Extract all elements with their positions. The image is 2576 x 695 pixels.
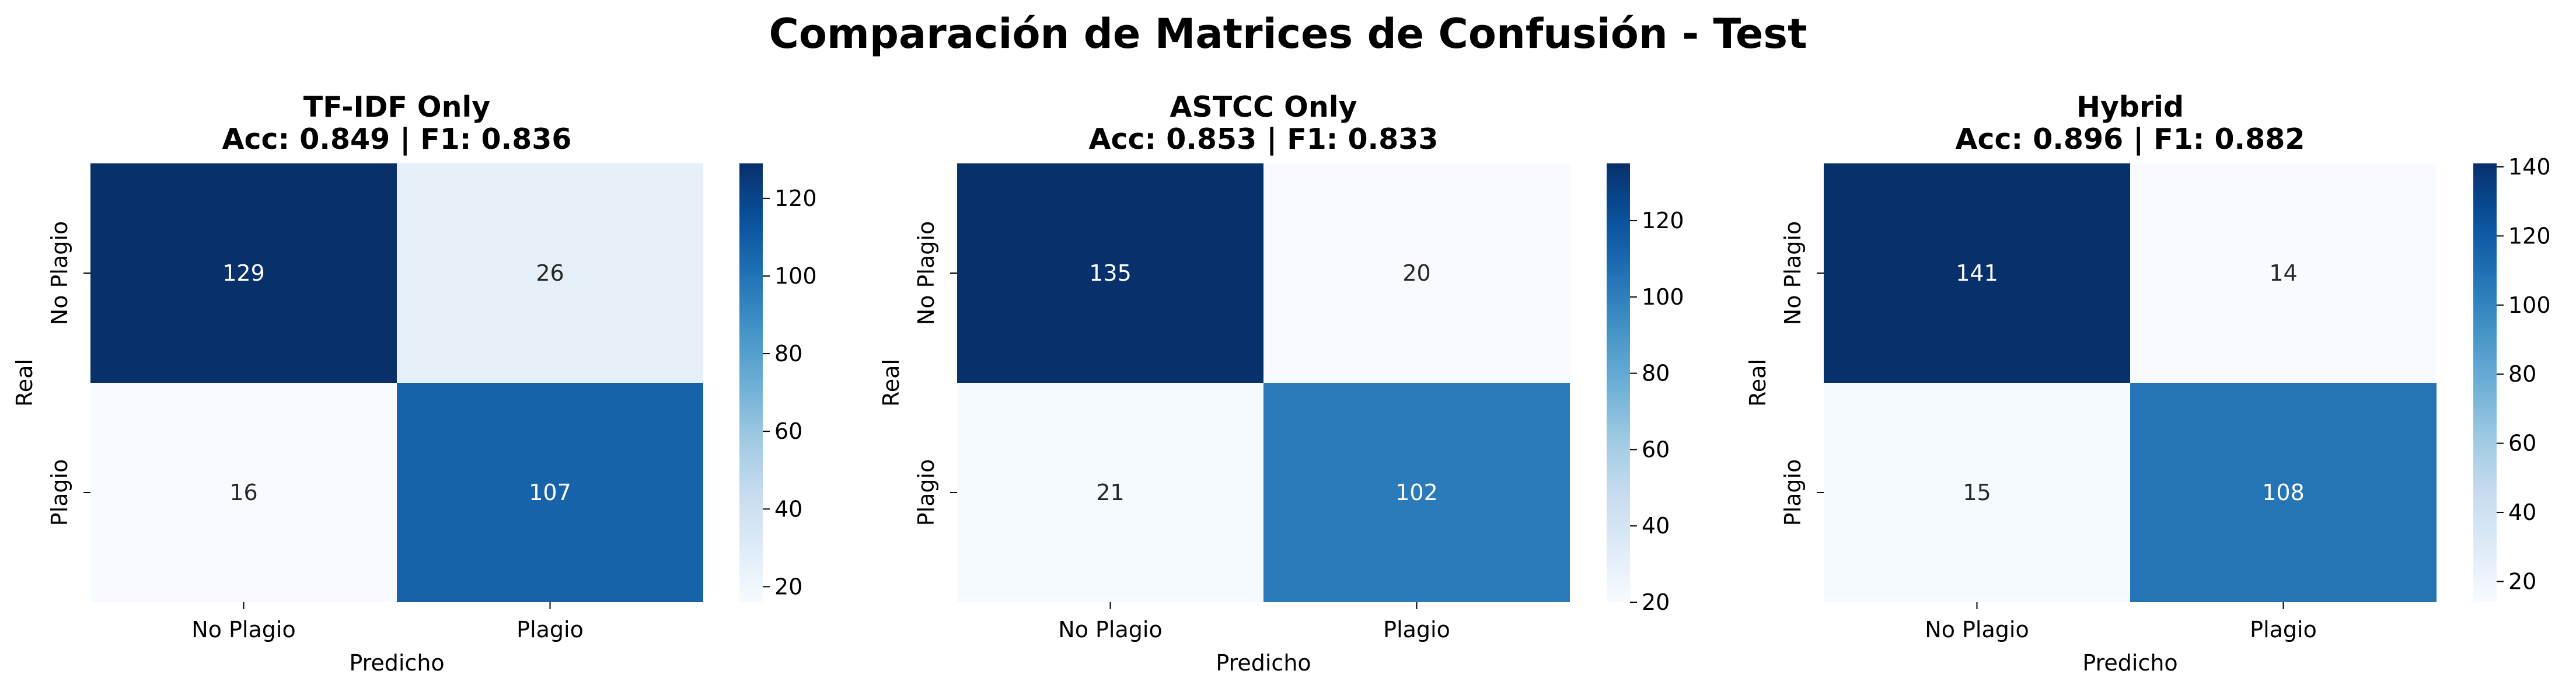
panel-3-x-tick-label-0: No Plagio: [1925, 617, 2029, 642]
panel-1-y-axis-label: Real: [12, 359, 37, 407]
panel-3-y-tick-label-0: No Plagio: [1780, 221, 1806, 325]
panel-2-x-tick-label-0: No Plagio: [1058, 617, 1162, 642]
panel-3-cell-r0-c0: [1824, 163, 2130, 383]
panel-3-cell-label-r0-c1: 14: [2269, 260, 2297, 286]
panel-1-x-tick-label-0: No Plagio: [191, 617, 295, 642]
panel-1-colorbar: [739, 163, 763, 602]
panel-3-colorbar-tick-label-4: 100: [2508, 292, 2551, 318]
panel-2-colorbar-tick-label-0: 20: [1642, 589, 1670, 615]
panel-2-colorbar-tick-label-4: 100: [1642, 284, 1684, 310]
panel-1-y-tick-label-0: No Plagio: [47, 221, 72, 325]
panel-2-cell-label-r0-c0: 135: [1089, 260, 1132, 286]
panel-1-cell-r1-c0: [90, 383, 397, 602]
panel-3-y-tick-label-1: Plagio: [1780, 459, 1806, 526]
panel-3-x-tick-label-1: Plagio: [2250, 617, 2317, 642]
panel-3-cell-r1-c0: [1824, 383, 2130, 602]
panel-3-subtitle: Acc: 0.896 | F1: 0.882: [1956, 123, 2305, 156]
panel-1-cell-r0-c0: [90, 163, 397, 383]
panel-2-x-axis-label: Predicho: [1216, 650, 1311, 676]
panel-3-colorbar-tick-label-6: 140: [2508, 154, 2551, 180]
panel-3-cell-label-r1-c0: 15: [1963, 480, 1991, 505]
panel-2-colorbar-tick-label-2: 60: [1642, 436, 1670, 462]
panel-2-cell-label-r1-c0: 21: [1096, 480, 1124, 505]
panel-3-colorbar-tick-label-5: 120: [2508, 223, 2551, 249]
panel-2-cell-r0-c0: [957, 163, 1263, 383]
panel-1-y-tick-label-1: Plagio: [47, 459, 72, 526]
panel-2-subtitle: Acc: 0.853 | F1: 0.833: [1089, 123, 1439, 156]
panel-3-colorbar-tick-label-3: 80: [2508, 361, 2536, 387]
panel-1-colorbar-tick-label-3: 80: [774, 341, 802, 366]
panel-2-y-tick-label-0: No Plagio: [913, 221, 939, 325]
panel-3-cell-label-r0-c0: 141: [1956, 260, 1998, 286]
panel-1-colorbar-tick-label-2: 60: [774, 418, 802, 444]
panel-1-colorbar-tick-label-5: 120: [774, 186, 817, 211]
panel-3-cell-label-r1-c1: 108: [2262, 480, 2305, 505]
panel-1-cell-label-r0-c0: 129: [222, 260, 265, 286]
panel-2-colorbar: [1607, 163, 1630, 602]
panel-3-cell-r1-c1: [2130, 383, 2437, 602]
panel-1-cell-r0-c1: [397, 163, 703, 383]
panel-2-colorbar-tick-label-3: 80: [1642, 361, 1670, 386]
panel-2-title: ASTCC Only: [1170, 90, 1357, 124]
panel-1-subtitle: Acc: 0.849 | F1: 0.836: [222, 123, 572, 156]
panel-1-cell-label-r0-c1: 26: [536, 260, 564, 286]
panel-2-colorbar-tick-label-5: 120: [1642, 208, 1684, 233]
panel-2-cell-r1-c1: [1263, 383, 1570, 602]
panel-2-y-tick-label-1: Plagio: [913, 459, 939, 526]
panel-1-colorbar-tick-label-4: 100: [774, 263, 817, 289]
panel-1-cell-r1-c1: [397, 383, 703, 602]
panel-2-colorbar-tick-label-1: 40: [1642, 513, 1670, 539]
panel-2-cell-r0-c1: [1263, 163, 1570, 383]
panel-2-x-tick-label-1: Plagio: [1383, 617, 1450, 642]
panel-2-cell-r1-c0: [957, 383, 1263, 602]
panel-1-title: TF-IDF Only: [303, 90, 490, 124]
panel-2-cell-label-r0-c1: 20: [1402, 260, 1430, 286]
panel-3-y-axis-label: Real: [1745, 359, 1771, 407]
panel-1-x-axis-label: Predicho: [349, 650, 444, 676]
panel-3-title: Hybrid: [2076, 90, 2184, 124]
panel-2-cell-label-r1-c1: 102: [1395, 480, 1438, 505]
panel-3-colorbar-tick-label-2: 60: [2508, 431, 2536, 456]
panel-3-colorbar-tick-label-1: 40: [2508, 500, 2536, 525]
panel-2-y-axis-label: Real: [878, 359, 904, 407]
panel-1-x-tick-label-1: Plagio: [516, 617, 584, 642]
panel-1-colorbar-tick-label-1: 40: [774, 496, 802, 522]
panel-3-colorbar: [2473, 163, 2497, 602]
figure-suptitle: Comparación de Matrices de Confusión - T…: [769, 10, 1807, 58]
panel-1-cell-label-r1-c0: 16: [229, 480, 257, 505]
panel-3-x-axis-label: Predicho: [2082, 650, 2177, 676]
panel-3-colorbar-tick-label-0: 20: [2508, 568, 2536, 594]
panel-1-colorbar-tick-label-0: 20: [774, 574, 802, 599]
panel-1-cell-label-r1-c1: 107: [529, 480, 571, 505]
panel-3-cell-r0-c1: [2130, 163, 2437, 383]
